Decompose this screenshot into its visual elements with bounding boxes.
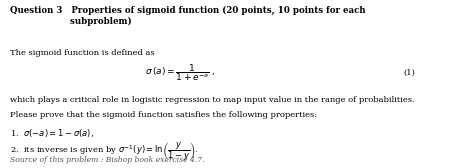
Text: 2.  its inverse is given by $\sigma^{-1}(y) = \ln\!\left(\dfrac{y}{1-y}\right).$: 2. its inverse is given by $\sigma^{-1}(… (10, 140, 199, 163)
Text: The sigmoid function is defined as: The sigmoid function is defined as (10, 49, 155, 57)
Text: which plays a critical role in logistic regression to map input value in the ran: which plays a critical role in logistic … (10, 96, 415, 104)
Text: Source of this problem : Bishop book exercise 4.7.: Source of this problem : Bishop book exe… (10, 156, 204, 164)
Text: $\sigma\,(a) = \dfrac{1}{1+e^{-a}}\ ,$: $\sigma\,(a) = \dfrac{1}{1+e^{-a}}\ ,$ (145, 62, 216, 83)
Text: Please prove that the sigmoid function satisfies the following properties:: Please prove that the sigmoid function s… (10, 111, 317, 119)
Text: (1): (1) (403, 68, 415, 76)
Text: 1.  $\sigma(-a) = 1 - \sigma(a),$: 1. $\sigma(-a) = 1 - \sigma(a),$ (10, 127, 94, 139)
Text: Question 3   Properties of sigmoid function (20 points, 10 points for each
     : Question 3 Properties of sigmoid functio… (10, 6, 365, 26)
